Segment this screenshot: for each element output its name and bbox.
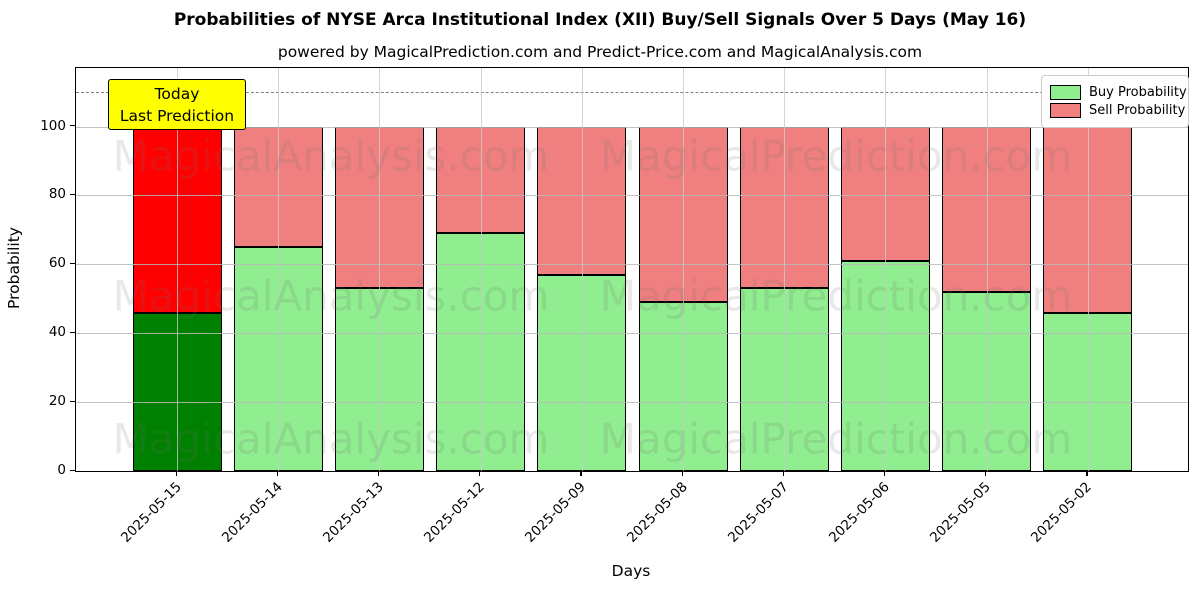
legend-item-buy: Buy Probability bbox=[1050, 85, 1187, 100]
gridline-v bbox=[480, 68, 482, 471]
y-tick-mark bbox=[70, 193, 75, 196]
chart-title: Probabilities of NYSE Arca Institutional… bbox=[173, 10, 1027, 30]
x-tick-mark bbox=[276, 471, 279, 476]
y-tick-label: 100 bbox=[40, 117, 66, 134]
x-tick-label-text: 2025-05-13 bbox=[319, 479, 387, 546]
y-tick-label: 0 bbox=[57, 462, 66, 478]
x-tick-mark bbox=[175, 471, 177, 476]
annotation-line-2: Last Prediction bbox=[119, 106, 235, 125]
gridline-v bbox=[278, 68, 280, 471]
gridline-h bbox=[76, 126, 1188, 128]
gridline-h bbox=[76, 195, 1188, 197]
x-tick-label-text: 2025-05-08 bbox=[623, 479, 691, 546]
x-tick-label-text: 2025-05-02 bbox=[1028, 479, 1096, 546]
x-tick-mark bbox=[681, 471, 683, 476]
y-tick-label: 80 bbox=[48, 186, 66, 203]
gridline-v bbox=[581, 68, 583, 471]
x-tick-mark bbox=[782, 471, 785, 476]
x-tick-label-text: 2025-05-12 bbox=[421, 479, 488, 546]
y-tick-mark bbox=[70, 331, 75, 334]
x-tick-label-text: 2025-05-14 bbox=[218, 479, 286, 546]
x-tick-label-text: 2025-05-15 bbox=[117, 479, 185, 546]
y-tick-mark bbox=[70, 262, 75, 265]
x-tick-label-text: 2025-05-07 bbox=[724, 479, 792, 546]
annotation-line-1: Today bbox=[154, 84, 200, 103]
x-axis-label: Days bbox=[611, 562, 651, 580]
gridline-v bbox=[885, 68, 887, 471]
legend-item-sell: Sell Probability bbox=[1050, 103, 1185, 118]
chart-subtitle: powered by MagicalPrediction.com and Pre… bbox=[277, 43, 923, 61]
gridline-h bbox=[76, 402, 1188, 404]
x-tick-mark bbox=[985, 471, 987, 476]
gridline-v bbox=[683, 68, 684, 471]
y-tick-mark bbox=[70, 125, 75, 127]
y-tick-mark bbox=[70, 469, 75, 471]
x-tick-label-text: 2025-05-09 bbox=[522, 479, 590, 546]
gridline-v bbox=[177, 68, 178, 471]
x-tick-mark bbox=[377, 471, 380, 476]
x-tick-mark bbox=[479, 471, 481, 476]
legend-label-sell: Sell Probability bbox=[1089, 103, 1186, 118]
y-tick-label: 20 bbox=[48, 393, 66, 410]
gridline-h bbox=[76, 264, 1188, 266]
gridline-v bbox=[1087, 68, 1089, 471]
legend-label-buy: Buy Probability bbox=[1089, 85, 1187, 100]
x-tick-mark bbox=[1086, 471, 1088, 476]
legend-swatch-sell bbox=[1050, 103, 1081, 118]
gridline-v bbox=[379, 68, 381, 471]
legend-swatch-buy bbox=[1050, 85, 1081, 100]
x-tick-mark bbox=[580, 471, 582, 476]
x-tick-mark bbox=[883, 471, 886, 476]
today-annotation-box: Today Last Prediction bbox=[108, 79, 246, 130]
gridline-v bbox=[784, 68, 786, 471]
x-tick-label-text: 2025-05-06 bbox=[825, 479, 893, 546]
y-tick-label: 60 bbox=[48, 255, 66, 272]
dashed-threshold-line bbox=[76, 92, 1188, 94]
x-tick-label-text: 2025-05-05 bbox=[927, 479, 994, 546]
gridline-v bbox=[986, 68, 988, 471]
y-tick-label: 40 bbox=[48, 324, 66, 341]
gridline-h bbox=[76, 333, 1188, 335]
y-tick-mark bbox=[70, 400, 75, 402]
legend: Buy Probability Sell Probability bbox=[1041, 75, 1189, 128]
